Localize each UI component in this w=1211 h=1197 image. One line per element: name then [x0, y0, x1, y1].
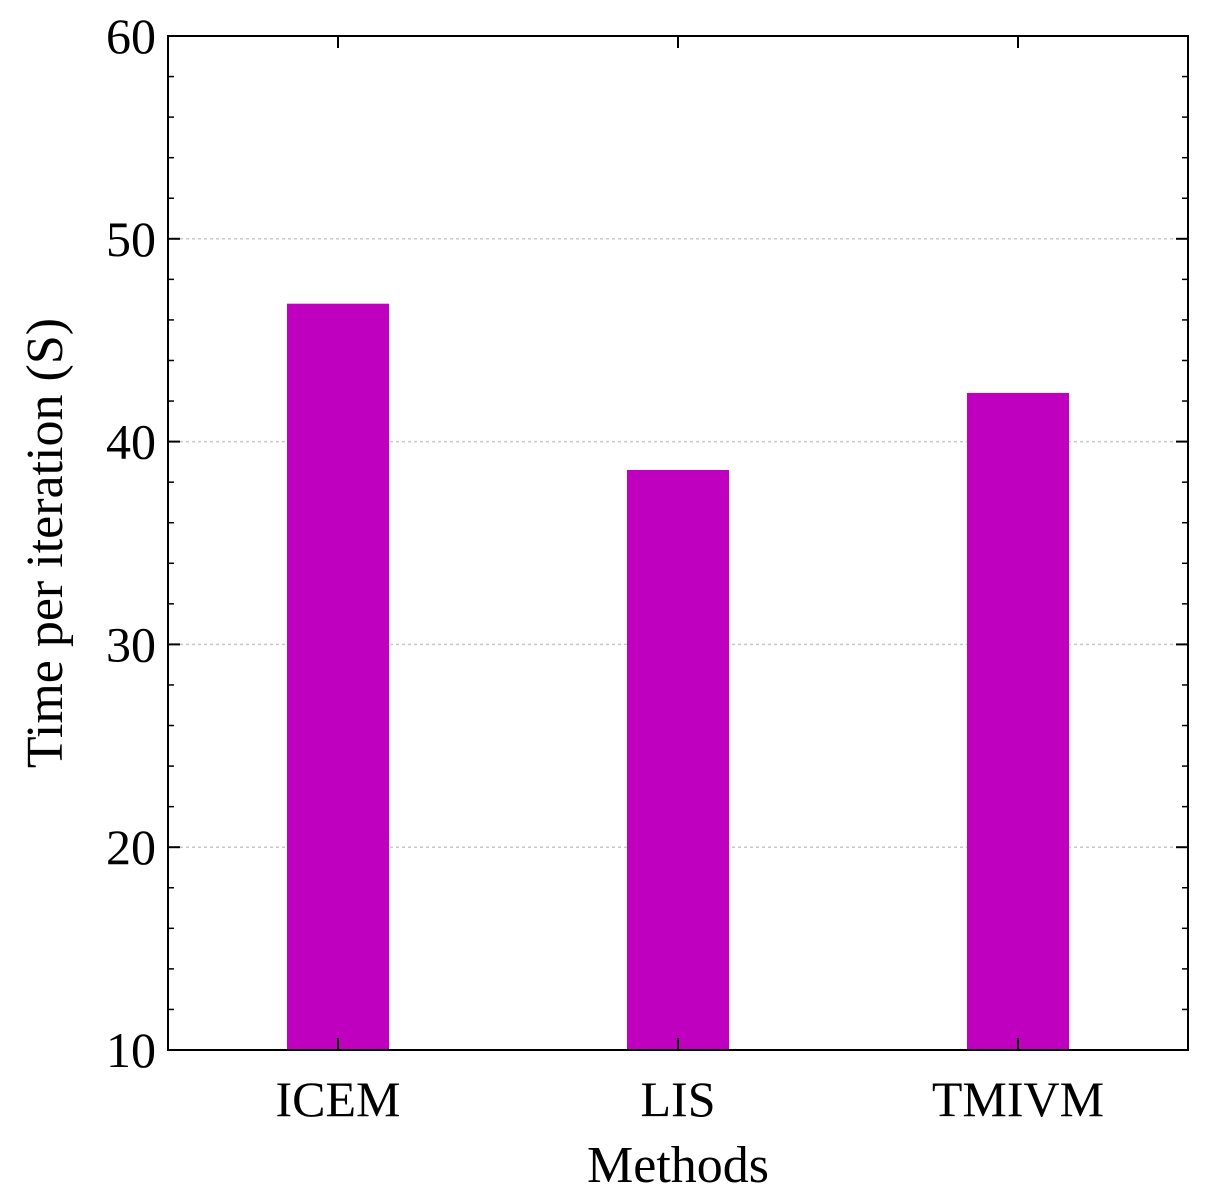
y-tick-label: 10 — [106, 1022, 156, 1078]
y-axis-title: Time per iteration (S) — [17, 318, 74, 768]
x-tick-labels: ICEM LIS TMIVM — [276, 1071, 1105, 1127]
x-tick-label-icem: ICEM — [276, 1071, 401, 1127]
plot-frame — [167, 35, 1189, 1051]
x-axis-title: Methods — [587, 1137, 769, 1194]
x-tick-label-tmivm: TMIVM — [932, 1071, 1104, 1127]
bar-icem — [287, 303, 389, 1050]
y-tick-label: 20 — [106, 819, 156, 875]
y-tick-label: 40 — [106, 414, 156, 470]
bars — [287, 303, 1069, 1051]
x-tick-label-lis: LIS — [641, 1071, 716, 1127]
y-tick-label: 50 — [106, 211, 156, 267]
bar-lis — [627, 469, 729, 1050]
bar-tmivm — [967, 392, 1069, 1051]
y-tick-label: 30 — [106, 616, 156, 672]
y-tick-label: 60 — [106, 8, 156, 64]
y-tick-labels: 10 20 30 40 50 60 — [106, 8, 156, 1078]
